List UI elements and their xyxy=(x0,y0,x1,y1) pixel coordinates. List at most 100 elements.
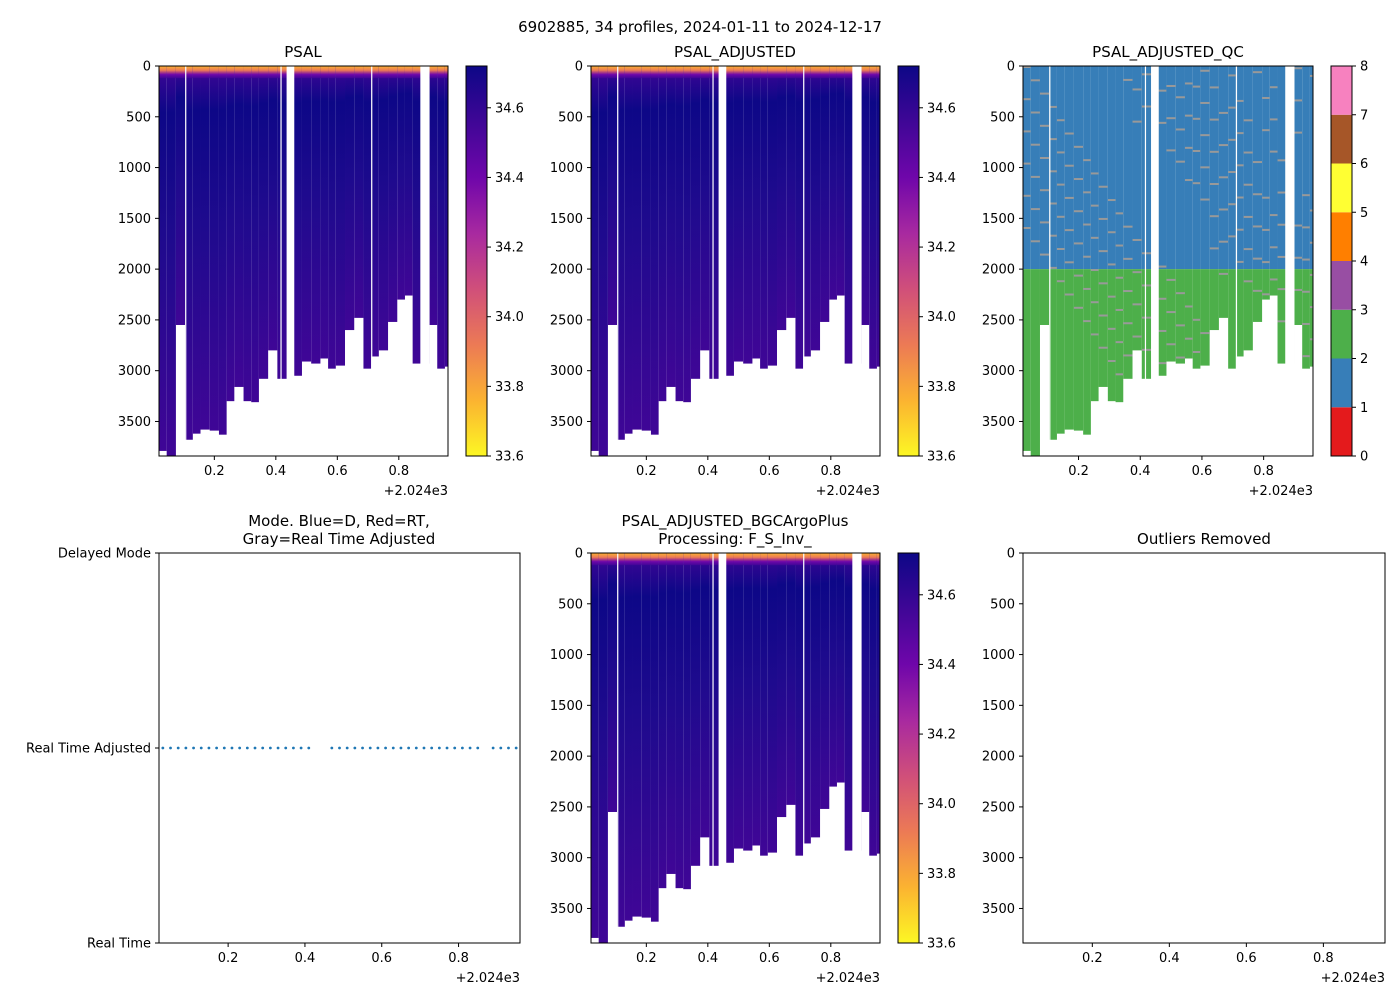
x-tick-label: 0.2 xyxy=(1068,464,1089,479)
qc-cell-flag8 xyxy=(1049,170,1057,173)
heat-column xyxy=(760,66,768,369)
qc-cell-flag2 xyxy=(1252,269,1263,322)
bgc-y-ticks: 0 500 1000 1500 2000 2500 3000 3500 xyxy=(550,547,591,917)
mode-point xyxy=(207,746,211,750)
y-tick-label: 1500 xyxy=(118,212,151,227)
qc-cell-flag8 xyxy=(1302,322,1310,325)
qc-cell-flag1 xyxy=(1123,66,1133,270)
heat-column xyxy=(345,66,355,331)
qc-cell-flag8 xyxy=(1049,266,1057,269)
x-tick-label: 0.4 xyxy=(295,951,316,966)
qc-cell-flag8 xyxy=(1056,183,1065,186)
qc-cell-flag8 xyxy=(1252,193,1263,196)
qc-cell-flag8 xyxy=(1023,98,1031,101)
heat-surface-layer xyxy=(437,66,445,79)
mode-point xyxy=(453,746,457,750)
qc-cell-flag8 xyxy=(1209,247,1219,250)
heat-column xyxy=(632,553,642,917)
qc-cell-flag2 xyxy=(1056,269,1065,434)
mode-point xyxy=(361,746,364,750)
heat-column xyxy=(335,66,346,366)
heat-column xyxy=(767,66,778,366)
x-tick-label: 0.6 xyxy=(371,951,392,966)
colorbar-tick-label: 34.6 xyxy=(927,588,956,603)
heat-surface-layer xyxy=(650,553,659,566)
qc-cell-flag1 xyxy=(1309,66,1313,270)
qc-cell-flag8 xyxy=(1228,106,1236,109)
x-tick-label: 0.2 xyxy=(218,951,239,966)
heat-surface-layer xyxy=(404,66,413,79)
heat-surface-layer xyxy=(251,66,259,79)
qc-cell-flag8 xyxy=(1166,311,1176,314)
qc-cell-flag8 xyxy=(1073,178,1084,181)
qc-cell-flag8 xyxy=(1064,132,1074,135)
qc-cell-flag8 xyxy=(1083,287,1091,290)
x-tick-label: 0.4 xyxy=(265,464,286,479)
y-tick-label: 3000 xyxy=(550,851,583,866)
qc-cell-flag2 xyxy=(1243,269,1253,351)
qc-cell-flag8 xyxy=(1302,290,1310,293)
qc-cell-flag8 xyxy=(1141,105,1155,108)
mode-point xyxy=(268,746,272,750)
qc-cell-flag8 xyxy=(1209,86,1219,89)
heat-surface-layer xyxy=(752,66,761,79)
profile-gap-line xyxy=(1235,66,1238,456)
qc-cell-flag8 xyxy=(1218,176,1229,179)
qc-cell-flag1 xyxy=(1243,66,1253,270)
heat-surface-layer xyxy=(683,553,691,566)
panel-mode-title-line1: Mode. Blue=D, Red=RT, xyxy=(248,512,430,530)
qc-cell-flag8 xyxy=(1064,293,1074,296)
qc-cell-flag8 xyxy=(1064,196,1074,199)
heat-surface-layer xyxy=(700,553,710,566)
y-tick-label: 1000 xyxy=(982,648,1015,663)
qc-cell-flag8 xyxy=(1132,238,1142,241)
qc-cell-flag8 xyxy=(1073,242,1084,245)
qc-cell-flag8 xyxy=(1243,119,1253,122)
qc-cell-flag8 xyxy=(1277,320,1287,323)
heat-surface-layer xyxy=(650,66,659,79)
y-tick-label: Real Time Adjusted xyxy=(26,742,151,757)
heat-column xyxy=(371,66,379,357)
heat-surface-layer xyxy=(795,66,804,79)
colorbar-frame xyxy=(897,552,920,944)
y-tick-label: 3500 xyxy=(982,415,1015,430)
qc-cell-flag8 xyxy=(1030,111,1040,114)
qc-cell-flag8 xyxy=(1123,354,1133,357)
x-tick-label: 0.6 xyxy=(327,464,348,479)
mode-point xyxy=(491,746,495,750)
qc-x-ticks: 0.2 0.4 0.6 0.8 xyxy=(1068,456,1274,479)
heat-surface-layer xyxy=(767,66,778,79)
y-tick-label: 0 xyxy=(1007,60,1015,75)
heat-surface-layer xyxy=(641,553,651,566)
heat-surface-layer xyxy=(185,66,193,79)
heat-column xyxy=(607,66,618,325)
heat-column xyxy=(666,553,676,874)
heat-column xyxy=(844,553,854,851)
qc-cell-flag8 xyxy=(1166,278,1176,281)
qc-cell-flag8 xyxy=(1073,306,1084,309)
qc-cell-flag8 xyxy=(1252,161,1263,164)
mode-point xyxy=(161,746,165,750)
mode-y-ticks: Real Time Real Time Adjusted Delayed Mode xyxy=(26,547,159,952)
mode-point xyxy=(307,746,311,750)
colorbar-tick-label: 34.2 xyxy=(495,241,524,256)
qc-cell-flag8 xyxy=(1218,208,1229,211)
heat-column xyxy=(658,66,667,402)
mode-point xyxy=(184,746,188,750)
panel-psal-bgc-title-line2: Processing: F_S_Inv_ xyxy=(658,530,812,549)
qc-cell-flag8 xyxy=(1302,258,1310,261)
heat-surface-layer xyxy=(226,66,235,79)
qc-cell-flag8 xyxy=(1083,255,1091,258)
mode-point xyxy=(222,746,226,750)
panel-psal-adjusted-title: PSAL_ADJUSTED xyxy=(674,43,796,62)
qc-cell-flag2 xyxy=(1023,269,1031,451)
qc-cell-flag8 xyxy=(1184,305,1193,308)
qc-cell-flag8 xyxy=(1269,214,1278,217)
heat-column xyxy=(803,66,811,357)
heat-surface-layer xyxy=(617,66,625,79)
mode-point xyxy=(407,746,411,750)
axes-frame xyxy=(158,65,449,457)
y-tick-label: 500 xyxy=(558,110,583,125)
qc-cell-flag1 xyxy=(1252,66,1263,270)
heat-surface-layer xyxy=(658,553,667,566)
